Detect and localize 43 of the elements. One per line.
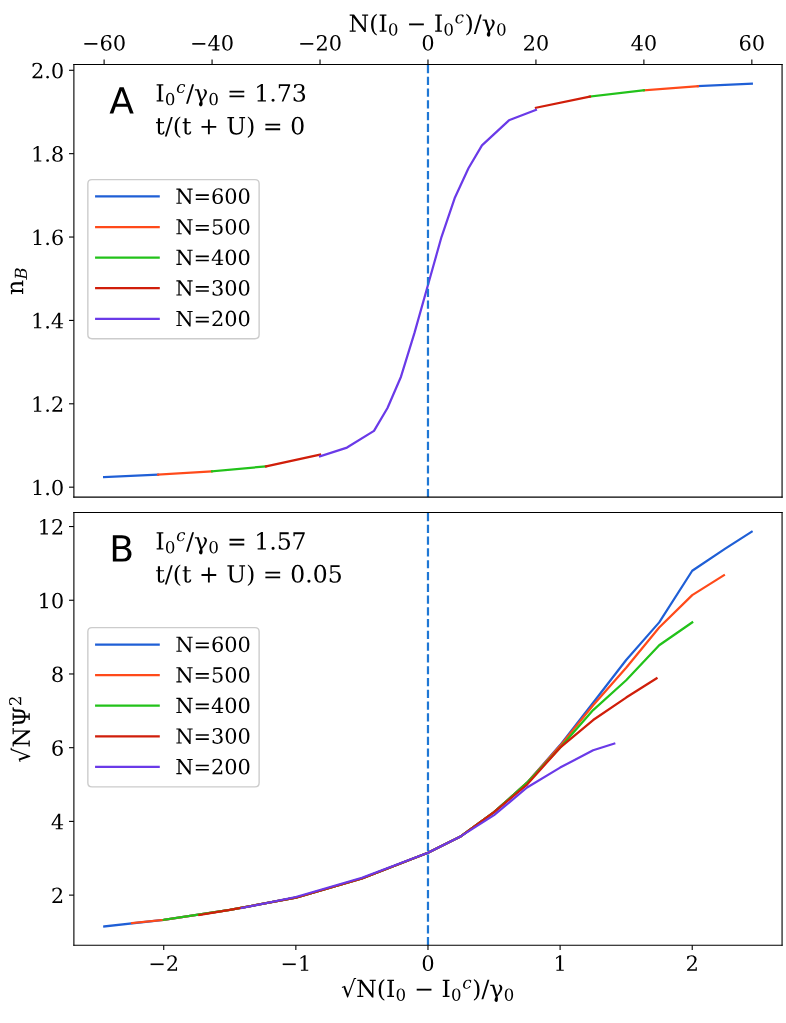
- annotation: I$_{0}$$^{c}$/γ$_{0}$ = 1.57: [156, 532, 305, 555]
- legend-label: N=300: [176, 280, 250, 296]
- x-tick-label: −2: [150, 955, 178, 971]
- legend-label: N=500: [176, 666, 250, 683]
- y-tick-label: 6: [52, 740, 63, 756]
- x-tick-label: −40: [192, 34, 233, 51]
- x-tick-label: −20: [300, 34, 341, 51]
- y-tick-label: 10: [40, 592, 63, 609]
- annotation: A: [109, 87, 134, 114]
- y-axis-title: n$_{B}$: [10, 268, 27, 295]
- y-tick-label: 2: [52, 887, 63, 904]
- annotation: t/(t + U) = 0: [156, 116, 304, 138]
- legend-label: N=200: [176, 310, 250, 327]
- legend-label: N=300: [176, 728, 250, 744]
- legend-label: N=400: [176, 249, 250, 266]
- annotation: B: [112, 535, 132, 562]
- legend-label: N=600: [176, 636, 250, 653]
- x-tick-label: 2: [687, 955, 697, 971]
- legend-label: N=400: [176, 697, 250, 714]
- legend-label: N=500: [176, 218, 250, 235]
- y-tick-label: 1.4: [33, 312, 64, 329]
- x-tick-label: 40: [631, 34, 656, 51]
- y-tick-label: 1.8: [33, 146, 63, 162]
- x-axis-title: √N(I$_{0}$ − I$_{0}$$^{c}$)/γ$_{0}$: [341, 977, 514, 1002]
- annotation: t/(t + U) = 0.05: [156, 564, 341, 587]
- legend-label: N=200: [176, 758, 250, 775]
- y-tick-label: 2.0: [32, 62, 63, 79]
- x-tick-label: 20: [524, 34, 548, 51]
- x-tick-label: −60: [84, 34, 125, 51]
- x-tick-label: 1: [556, 955, 564, 971]
- y-tick-label: 4: [51, 813, 64, 830]
- x-tick-label: 0: [422, 34, 434, 51]
- x-tick-label: 60: [739, 34, 764, 51]
- y-tick-label: 1.0: [33, 479, 63, 496]
- legend-label: N=600: [176, 188, 250, 205]
- y-axis-title: √NΨ$^{2}$: [8, 697, 31, 763]
- y-tick-label: 12: [40, 518, 63, 535]
- x-tick-label: −1: [282, 955, 309, 971]
- x-tick-label: 0: [422, 955, 434, 972]
- y-tick-label: 8: [52, 666, 63, 683]
- y-tick-label: 1.2: [33, 396, 63, 413]
- annotation: I$_{0}$$^{c}$/γ$_{0}$ = 1.73: [156, 83, 306, 107]
- y-tick-label: 1.6: [33, 229, 63, 246]
